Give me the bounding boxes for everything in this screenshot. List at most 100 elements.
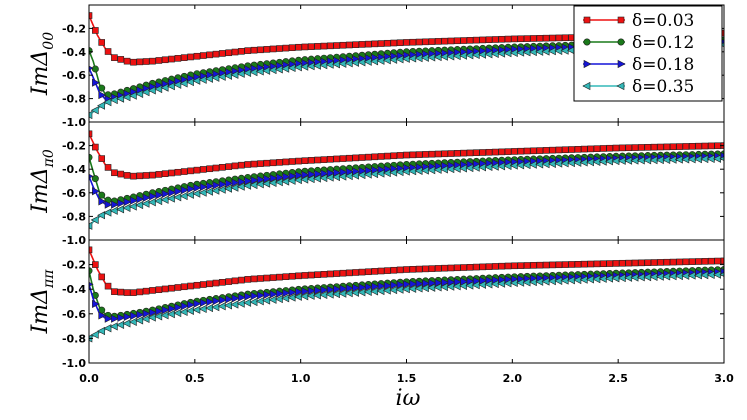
data-point bbox=[104, 200, 113, 209]
data-point bbox=[217, 72, 226, 81]
data-point bbox=[688, 143, 696, 150]
data-point bbox=[600, 260, 607, 268]
legend-marker bbox=[617, 38, 625, 46]
data-point bbox=[200, 182, 208, 192]
legend-marker bbox=[583, 16, 591, 24]
data-point bbox=[168, 284, 175, 292]
data-point bbox=[574, 146, 582, 153]
data-point bbox=[669, 258, 677, 266]
data-point bbox=[542, 34, 550, 42]
legend-box bbox=[573, 5, 723, 102]
data-point bbox=[466, 149, 474, 157]
data-point bbox=[160, 195, 169, 204]
x-axis: iω 0.0 0.5 1.0 1.5 2.0 2.5 3.0 bbox=[79, 372, 734, 411]
y-tick-label: -0.8 bbox=[62, 93, 86, 106]
data-point bbox=[123, 57, 131, 65]
data-point bbox=[403, 151, 410, 159]
data-point bbox=[174, 284, 182, 291]
data-point bbox=[301, 272, 309, 279]
data-point bbox=[326, 285, 335, 294]
data-point bbox=[625, 144, 633, 152]
data-point bbox=[320, 169, 329, 178]
data-point bbox=[219, 279, 226, 286]
data-point bbox=[492, 263, 499, 270]
data-point bbox=[714, 257, 721, 265]
data-point bbox=[123, 172, 131, 179]
data-point bbox=[98, 84, 106, 92]
data-point bbox=[384, 39, 391, 47]
data-point bbox=[701, 142, 709, 150]
data-point bbox=[288, 272, 296, 280]
data-point bbox=[149, 171, 156, 179]
data-point bbox=[688, 258, 696, 265]
data-point bbox=[98, 197, 107, 206]
data-point bbox=[149, 287, 156, 294]
data-point bbox=[185, 190, 194, 199]
legend-entry: δ=0.03 bbox=[583, 11, 694, 31]
data-point bbox=[212, 279, 220, 287]
data-point bbox=[281, 294, 290, 303]
data-point bbox=[206, 51, 213, 59]
data-point bbox=[707, 257, 715, 265]
data-point bbox=[89, 110, 93, 120]
data-point bbox=[517, 147, 525, 155]
data-point bbox=[204, 303, 213, 313]
data-point bbox=[536, 147, 544, 154]
data-point bbox=[161, 170, 169, 177]
data-point bbox=[255, 297, 264, 306]
data-point bbox=[352, 269, 360, 276]
data-point bbox=[117, 170, 125, 178]
data-point bbox=[333, 42, 340, 49]
legend-marker bbox=[616, 81, 625, 91]
data-point bbox=[238, 177, 247, 186]
data-point bbox=[371, 282, 380, 291]
data-point bbox=[307, 170, 316, 179]
data-point bbox=[142, 309, 151, 318]
legend-label: δ=0.35 bbox=[632, 77, 694, 97]
data-point bbox=[174, 168, 182, 176]
data-point bbox=[109, 322, 118, 331]
data-point bbox=[580, 260, 588, 268]
data-point bbox=[606, 144, 614, 152]
data-point bbox=[200, 166, 207, 173]
data-point bbox=[682, 143, 690, 150]
data-point bbox=[707, 142, 715, 150]
data-point bbox=[224, 301, 232, 310]
data-point bbox=[185, 77, 194, 87]
data-point bbox=[268, 295, 277, 304]
data-point bbox=[98, 311, 107, 320]
data-point bbox=[217, 302, 226, 311]
data-point bbox=[116, 94, 125, 103]
data-point bbox=[155, 171, 163, 178]
data-point bbox=[422, 38, 429, 46]
data-point bbox=[466, 264, 474, 271]
data-point bbox=[422, 151, 429, 158]
data-point bbox=[390, 266, 398, 274]
data-point bbox=[295, 157, 302, 165]
legend-marker bbox=[583, 38, 591, 46]
data-point bbox=[511, 35, 518, 43]
data-point bbox=[676, 258, 683, 266]
data-point bbox=[447, 37, 455, 45]
data-point bbox=[104, 164, 112, 171]
data-point bbox=[166, 82, 175, 91]
data-point bbox=[117, 288, 125, 296]
data-point bbox=[282, 288, 291, 298]
data-point bbox=[263, 159, 271, 167]
data-point bbox=[619, 259, 626, 267]
data-point bbox=[377, 153, 385, 160]
y-tick-label: -0.2 bbox=[62, 259, 86, 272]
data-point bbox=[161, 189, 170, 198]
data-point bbox=[390, 152, 398, 160]
data-point bbox=[180, 186, 189, 195]
data-point bbox=[187, 184, 196, 193]
legend-entry: δ=0.18 bbox=[583, 55, 694, 75]
data-point bbox=[274, 178, 283, 187]
data-point bbox=[262, 66, 271, 75]
data-point bbox=[238, 161, 245, 169]
data-point bbox=[669, 143, 677, 151]
data-point bbox=[89, 130, 93, 138]
data-point bbox=[295, 287, 304, 296]
data-point bbox=[663, 143, 671, 151]
legend: δ=0.03δ=0.12δ=0.18δ=0.35 bbox=[573, 5, 723, 102]
